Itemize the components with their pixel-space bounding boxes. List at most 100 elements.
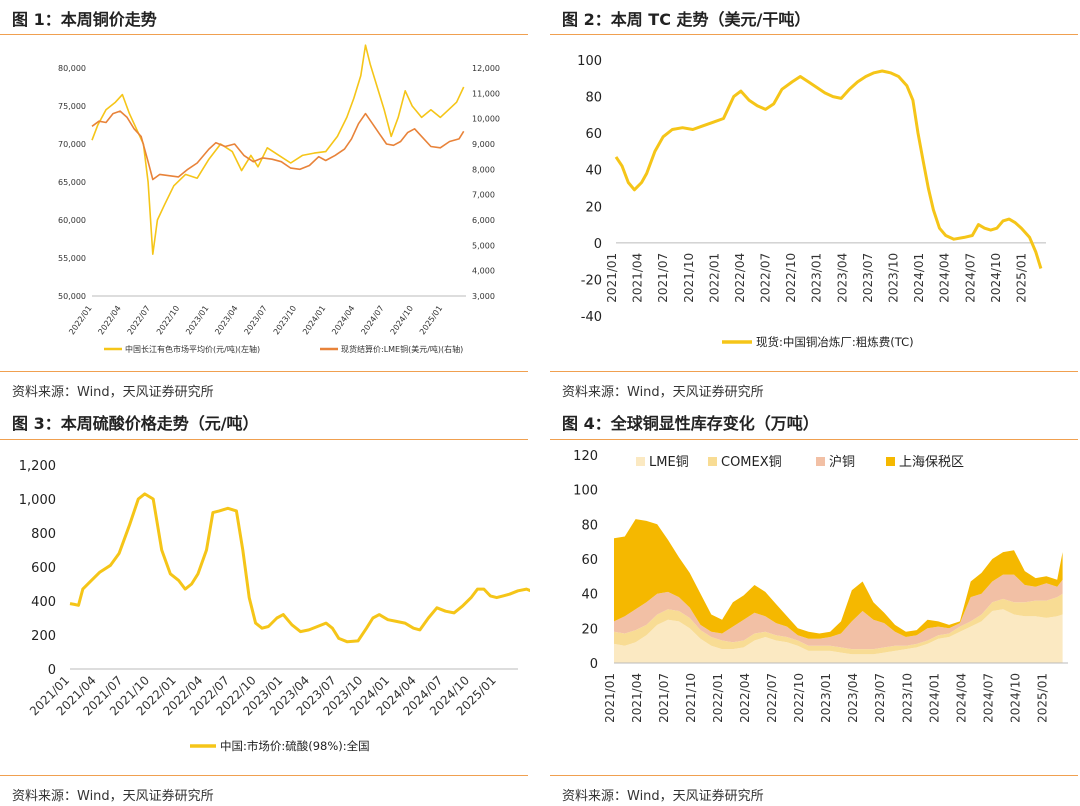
x-tick-label: 2021/07	[657, 673, 671, 723]
series-area	[614, 593, 1063, 655]
y-tick-label: 20	[585, 200, 602, 215]
right-tick-label: 7,000	[472, 191, 495, 200]
y-tick-label: 20	[581, 622, 598, 637]
x-tick-label: 2023/10	[900, 673, 914, 723]
y-tick-label: 100	[573, 484, 598, 499]
x-tick-label: 2022/04	[738, 673, 752, 723]
left-tick-label: 65,000	[58, 178, 86, 187]
copper-price-chart: 50,000 55,000 60,000 65,000 70,000 75,000 80,0…	[58, 44, 500, 354]
series-line	[69, 492, 530, 644]
legend-label: 现货:中国铜冶炼厂:粗炼费(TC)	[756, 335, 914, 349]
x-tick-label: 2022/10	[784, 253, 798, 303]
x-tick-label: 2024/04	[938, 253, 952, 303]
x-tick-label: 2021/10	[684, 673, 698, 723]
chart-title: 图 2：本周 TC 走势（美元/干吨）	[562, 10, 811, 29]
x-tick-label: 2022/07	[759, 253, 773, 303]
y-tick-label: 40	[581, 588, 598, 603]
title-rule	[0, 34, 528, 35]
right-tick-label: 6,000	[472, 216, 495, 225]
y-tick-label: 0	[594, 237, 602, 252]
y-tick-label: 800	[31, 527, 56, 542]
left-tick-label: 80,000	[58, 64, 86, 73]
x-tick-label: 2022/04	[96, 304, 122, 336]
chart-title: 图 3：本周硫酸价格走势（元/吨）	[12, 414, 259, 433]
y-tick-label: 120	[573, 449, 598, 464]
legend-label: 中国:市场价:硫酸(98%):全国	[220, 739, 370, 753]
y-tick-label: -20	[581, 273, 602, 288]
legend-label: 中国长江有色市场平均价(元/吨)(左轴)	[125, 344, 260, 354]
x-tick-label: 2023/04	[846, 673, 860, 723]
x-tick-label: 2025/01	[418, 304, 444, 336]
x-tick-label: 2022/07	[765, 673, 779, 723]
legend-swatch	[636, 457, 645, 466]
left-tick-label: 50,000	[58, 292, 86, 301]
y-tick-label: 40	[585, 164, 602, 179]
x-tick-label: 2024/04	[330, 304, 356, 336]
legend-swatch	[886, 457, 895, 466]
right-tick-label: 9,000	[472, 140, 495, 149]
legend-label: 沪铜	[829, 454, 855, 470]
source-note: 资料来源：Wind，天风证券研究所	[12, 385, 214, 400]
x-tick-label: 2021/10	[682, 253, 696, 303]
source-rule	[0, 371, 528, 372]
left-tick-label: 55,000	[58, 254, 86, 263]
x-tick-label: 2022/07	[126, 304, 152, 336]
left-tick-label: 75,000	[58, 102, 86, 111]
title-rule	[0, 439, 528, 440]
legend-swatch	[708, 457, 717, 466]
series-area	[614, 519, 1063, 639]
y-tick-label: 1,000	[19, 493, 56, 508]
y-tick-label: 100	[577, 54, 602, 69]
x-tick-label: 2022/10	[155, 304, 181, 336]
x-tick-label: 2025/01	[1035, 673, 1049, 723]
legend-label: 上海保税区	[899, 455, 964, 470]
inventory-chart: 0 20 40 60 80 100 120 2021/01 2021/04 2021/07 2021…	[573, 449, 1068, 723]
y-tick-label: 60	[581, 553, 598, 568]
x-tick-label: 2023/07	[243, 304, 269, 336]
y-tick-label: 0	[48, 663, 56, 678]
x-tick-label: 2021/04	[631, 253, 645, 303]
y-tick-label: 400	[31, 595, 56, 610]
title-rule	[550, 34, 1078, 35]
x-tick-label: 2024/01	[301, 304, 327, 336]
series-line	[91, 110, 465, 181]
y-tick-label: 80	[585, 91, 602, 106]
sulfuric-acid-chart: 02004006008001,0001,2002021/012021/04202…	[19, 459, 530, 753]
y-tick-label: 1,200	[19, 459, 56, 474]
x-tick-label: 2023/07	[873, 673, 887, 723]
y-tick-label: 200	[31, 629, 56, 644]
x-tick-label: 2024/10	[389, 304, 415, 336]
x-tick-label: 2023/10	[272, 304, 298, 336]
x-tick-label: 2023/10	[887, 253, 901, 303]
source-note: 资料来源：Wind，天风证券研究所	[562, 789, 764, 804]
series-line	[614, 69, 1043, 269]
x-tick-label: 2022/04	[733, 253, 747, 303]
legend-label: LME铜	[649, 455, 689, 470]
source-note: 资料来源：Wind，天风证券研究所	[562, 385, 764, 400]
right-tick-label: 5,000	[472, 241, 495, 250]
x-tick-label: 2022/01	[67, 304, 93, 336]
x-tick-label: 2024/01	[927, 673, 941, 723]
series-area	[614, 609, 1063, 663]
x-tick-label: 2021/01	[605, 253, 619, 303]
left-tick-label: 60,000	[58, 216, 86, 225]
x-tick-label: 2024/07	[359, 304, 385, 336]
x-tick-label: 2024/10	[989, 253, 1003, 303]
series-line	[91, 44, 465, 255]
x-tick-label: 2024/07	[981, 673, 995, 723]
y-tick-label: 600	[31, 561, 56, 576]
x-tick-label: 2023/01	[184, 304, 210, 336]
tc-chart: -40 -20 0 20 40 60 80 100 2021/01 2021/04 2021/07 2…	[577, 54, 1046, 349]
title-rule	[550, 439, 1078, 440]
x-tick-label: 2024/04	[954, 673, 968, 723]
y-tick-label: 80	[581, 518, 598, 533]
y-tick-label: -40	[581, 310, 602, 325]
legend-swatch	[816, 457, 825, 466]
x-tick-label: 2024/10	[1008, 673, 1022, 723]
chart-title: 图 1：本周铜价走势	[12, 10, 157, 29]
right-tick-label: 12,000	[472, 64, 500, 73]
x-tick-label: 2023/07	[861, 253, 875, 303]
x-tick-label: 2024/01	[912, 253, 926, 303]
y-tick-label: 60	[585, 127, 602, 142]
x-tick-label: 2025/01	[1015, 253, 1029, 303]
